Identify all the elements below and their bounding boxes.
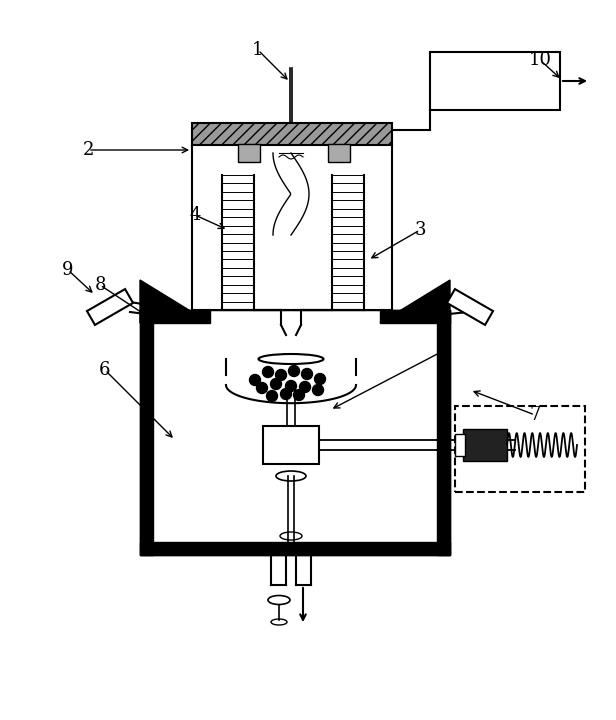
Text: 1: 1 — [252, 41, 264, 59]
Polygon shape — [380, 280, 450, 323]
Circle shape — [285, 380, 296, 392]
Text: 3: 3 — [414, 221, 426, 239]
Bar — [463, 429, 507, 461]
Bar — [430, 52, 560, 110]
Bar — [328, 144, 350, 162]
Text: 7: 7 — [529, 406, 541, 424]
Bar — [437, 310, 450, 555]
Circle shape — [315, 374, 325, 384]
Text: 9: 9 — [62, 261, 74, 279]
Circle shape — [280, 389, 291, 400]
Bar — [140, 310, 210, 323]
Text: 5: 5 — [439, 341, 451, 359]
Circle shape — [293, 390, 304, 400]
Bar — [455, 406, 585, 492]
Bar — [380, 310, 450, 323]
Bar — [140, 310, 153, 555]
Text: 4: 4 — [189, 206, 201, 224]
Bar — [263, 426, 319, 464]
Circle shape — [299, 382, 310, 392]
Polygon shape — [87, 289, 133, 325]
Polygon shape — [447, 289, 493, 325]
Circle shape — [288, 366, 299, 377]
Text: 8: 8 — [94, 276, 106, 294]
Text: 10: 10 — [529, 51, 551, 69]
Text: 6: 6 — [99, 361, 111, 379]
Circle shape — [249, 374, 261, 385]
Circle shape — [270, 379, 282, 390]
Bar — [140, 542, 450, 555]
Bar — [455, 434, 465, 456]
Circle shape — [262, 366, 274, 377]
Bar — [140, 310, 450, 555]
Polygon shape — [140, 280, 210, 323]
Text: 2: 2 — [83, 141, 94, 159]
Circle shape — [267, 390, 277, 402]
Circle shape — [301, 369, 312, 379]
Circle shape — [312, 384, 323, 395]
Bar — [192, 123, 392, 145]
Bar — [238, 144, 260, 162]
Circle shape — [275, 369, 286, 380]
Circle shape — [256, 382, 267, 394]
